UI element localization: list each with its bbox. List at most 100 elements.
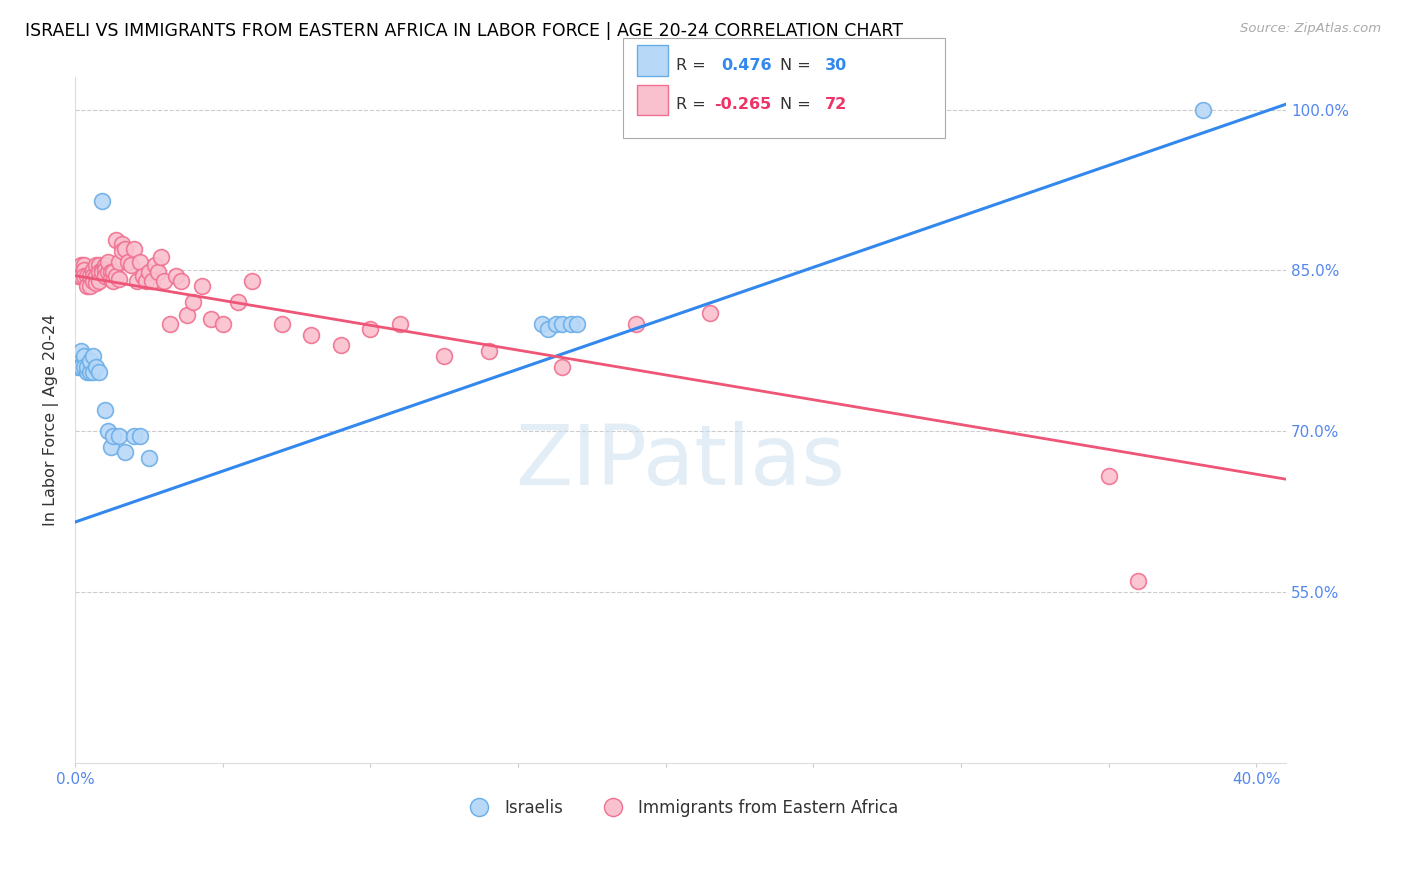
- Point: [67, 268, 90, 283]
- Point: [165, 268, 187, 283]
- Point: [79, 354, 101, 368]
- Point: [100, 265, 122, 279]
- Point: [82, 274, 104, 288]
- Point: [111, 244, 134, 258]
- Point: [82, 365, 104, 379]
- Point: [129, 254, 152, 268]
- Point: [181, 295, 204, 310]
- Point: [93, 258, 115, 272]
- Point: [82, 349, 104, 363]
- Point: [105, 268, 128, 283]
- Point: [73, 359, 96, 374]
- Point: [159, 317, 181, 331]
- Point: [546, 317, 568, 331]
- Point: [200, 311, 222, 326]
- Point: [114, 242, 136, 256]
- Point: [105, 233, 128, 247]
- Point: [565, 317, 588, 331]
- Point: [1192, 103, 1215, 117]
- Point: [433, 349, 456, 363]
- Point: [127, 274, 149, 288]
- Point: [70, 268, 93, 283]
- Point: [93, 268, 115, 283]
- Point: [76, 359, 98, 374]
- Point: [129, 429, 152, 443]
- Point: [73, 263, 96, 277]
- Point: [114, 445, 136, 459]
- Point: [103, 265, 125, 279]
- Point: [551, 317, 574, 331]
- Point: [122, 429, 145, 443]
- Point: [73, 349, 96, 363]
- Point: [211, 317, 233, 331]
- Text: -0.265: -0.265: [714, 97, 772, 112]
- Point: [170, 274, 193, 288]
- Point: [132, 268, 155, 283]
- Point: [82, 263, 104, 277]
- Text: R =: R =: [676, 97, 711, 112]
- Text: N =: N =: [780, 97, 817, 112]
- Point: [90, 263, 112, 277]
- Point: [73, 258, 96, 272]
- Point: [122, 242, 145, 256]
- Point: [120, 258, 142, 272]
- Point: [108, 429, 131, 443]
- Point: [103, 274, 125, 288]
- Text: 30: 30: [825, 58, 848, 72]
- Point: [146, 265, 169, 279]
- Point: [551, 359, 574, 374]
- Point: [90, 194, 112, 208]
- Point: [70, 343, 93, 358]
- Point: [699, 306, 721, 320]
- Point: [76, 365, 98, 379]
- Point: [560, 317, 582, 331]
- Point: [135, 274, 157, 288]
- Point: [97, 265, 120, 279]
- Point: [70, 359, 93, 374]
- Point: [84, 276, 107, 290]
- Point: [100, 440, 122, 454]
- Point: [73, 268, 96, 283]
- Point: [388, 317, 411, 331]
- Point: [84, 268, 107, 283]
- Point: [191, 279, 214, 293]
- Text: N =: N =: [780, 58, 817, 72]
- Point: [82, 268, 104, 283]
- Point: [240, 274, 263, 288]
- Text: Source: ZipAtlas.com: Source: ZipAtlas.com: [1240, 22, 1381, 36]
- Text: R =: R =: [676, 58, 711, 72]
- Point: [226, 295, 249, 310]
- Point: [270, 317, 292, 331]
- Point: [87, 365, 110, 379]
- Text: ZIPatlas: ZIPatlas: [516, 421, 845, 502]
- Text: 72: 72: [825, 97, 848, 112]
- Point: [176, 308, 198, 322]
- Point: [152, 274, 174, 288]
- Text: 0.476: 0.476: [721, 58, 772, 72]
- Point: [149, 251, 172, 265]
- Point: [87, 265, 110, 279]
- Point: [79, 365, 101, 379]
- Point: [97, 424, 120, 438]
- Point: [76, 268, 98, 283]
- Point: [97, 254, 120, 268]
- Point: [108, 254, 131, 268]
- Point: [1098, 469, 1121, 483]
- Point: [79, 279, 101, 293]
- Point: [84, 258, 107, 272]
- Point: [70, 258, 93, 272]
- Point: [103, 429, 125, 443]
- Point: [90, 265, 112, 279]
- Point: [138, 265, 160, 279]
- Point: [143, 258, 166, 272]
- Y-axis label: In Labor Force | Age 20-24: In Labor Force | Age 20-24: [44, 314, 59, 526]
- Point: [329, 338, 352, 352]
- Point: [141, 274, 163, 288]
- Text: ISRAELI VS IMMIGRANTS FROM EASTERN AFRICA IN LABOR FORCE | AGE 20-24 CORRELATION: ISRAELI VS IMMIGRANTS FROM EASTERN AFRIC…: [25, 22, 903, 40]
- Point: [79, 268, 101, 283]
- Point: [87, 258, 110, 272]
- Point: [67, 359, 90, 374]
- Point: [76, 279, 98, 293]
- Point: [111, 236, 134, 251]
- Point: [536, 322, 558, 336]
